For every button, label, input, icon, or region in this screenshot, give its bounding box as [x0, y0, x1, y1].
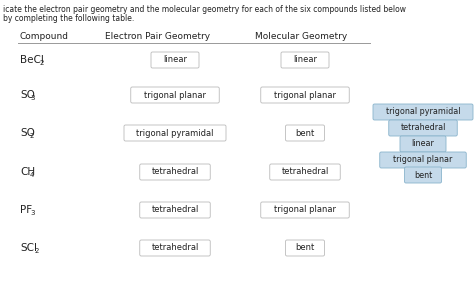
Text: trigonal pyramidal: trigonal pyramidal	[136, 129, 214, 137]
FancyBboxPatch shape	[285, 125, 325, 141]
FancyBboxPatch shape	[124, 125, 226, 141]
Text: by completing the following table.: by completing the following table.	[3, 14, 134, 23]
FancyBboxPatch shape	[261, 87, 349, 103]
Text: 3: 3	[30, 210, 35, 216]
Text: bent: bent	[295, 244, 315, 252]
Text: linear: linear	[293, 55, 317, 65]
FancyBboxPatch shape	[270, 164, 340, 180]
FancyBboxPatch shape	[131, 87, 219, 103]
FancyBboxPatch shape	[380, 152, 466, 168]
FancyBboxPatch shape	[400, 136, 446, 152]
FancyBboxPatch shape	[140, 240, 210, 256]
Text: CH: CH	[20, 167, 35, 177]
Text: Molecular Geometry: Molecular Geometry	[255, 32, 347, 41]
Text: tetrahedral: tetrahedral	[151, 244, 199, 252]
Text: tetrahedral: tetrahedral	[281, 167, 328, 177]
Text: SCl: SCl	[20, 243, 37, 253]
FancyBboxPatch shape	[404, 167, 441, 183]
FancyBboxPatch shape	[140, 164, 210, 180]
Text: bent: bent	[414, 170, 432, 180]
Text: bent: bent	[295, 129, 315, 137]
Text: linear: linear	[411, 140, 435, 148]
Text: tetrahedral: tetrahedral	[151, 167, 199, 177]
FancyBboxPatch shape	[140, 202, 210, 218]
FancyBboxPatch shape	[373, 104, 473, 120]
Text: 2: 2	[35, 248, 39, 254]
Text: SO: SO	[20, 90, 35, 100]
FancyBboxPatch shape	[151, 52, 199, 68]
Text: PF: PF	[20, 205, 32, 215]
Text: BeCl: BeCl	[20, 55, 44, 65]
Text: trigonal pyramidal: trigonal pyramidal	[386, 107, 460, 117]
FancyBboxPatch shape	[389, 120, 457, 136]
FancyBboxPatch shape	[261, 202, 349, 218]
Text: 2: 2	[30, 133, 35, 139]
Text: 4: 4	[30, 172, 35, 178]
Text: tetrahedral: tetrahedral	[401, 124, 446, 132]
Text: linear: linear	[163, 55, 187, 65]
Text: trigonal planar: trigonal planar	[274, 206, 336, 215]
FancyBboxPatch shape	[281, 52, 329, 68]
Text: Electron Pair Geometry: Electron Pair Geometry	[105, 32, 210, 41]
Text: SO: SO	[20, 128, 35, 138]
Text: trigonal planar: trigonal planar	[144, 91, 206, 99]
Text: icate the electron pair geometry and the molecular geometry for each of the six : icate the electron pair geometry and the…	[3, 5, 406, 14]
Text: trigonal planar: trigonal planar	[274, 91, 336, 99]
Text: Compound: Compound	[20, 32, 69, 41]
Text: trigonal planar: trigonal planar	[393, 155, 453, 165]
Text: 2: 2	[40, 60, 45, 66]
Text: tetrahedral: tetrahedral	[151, 206, 199, 215]
Text: 3: 3	[30, 95, 35, 101]
FancyBboxPatch shape	[285, 240, 325, 256]
